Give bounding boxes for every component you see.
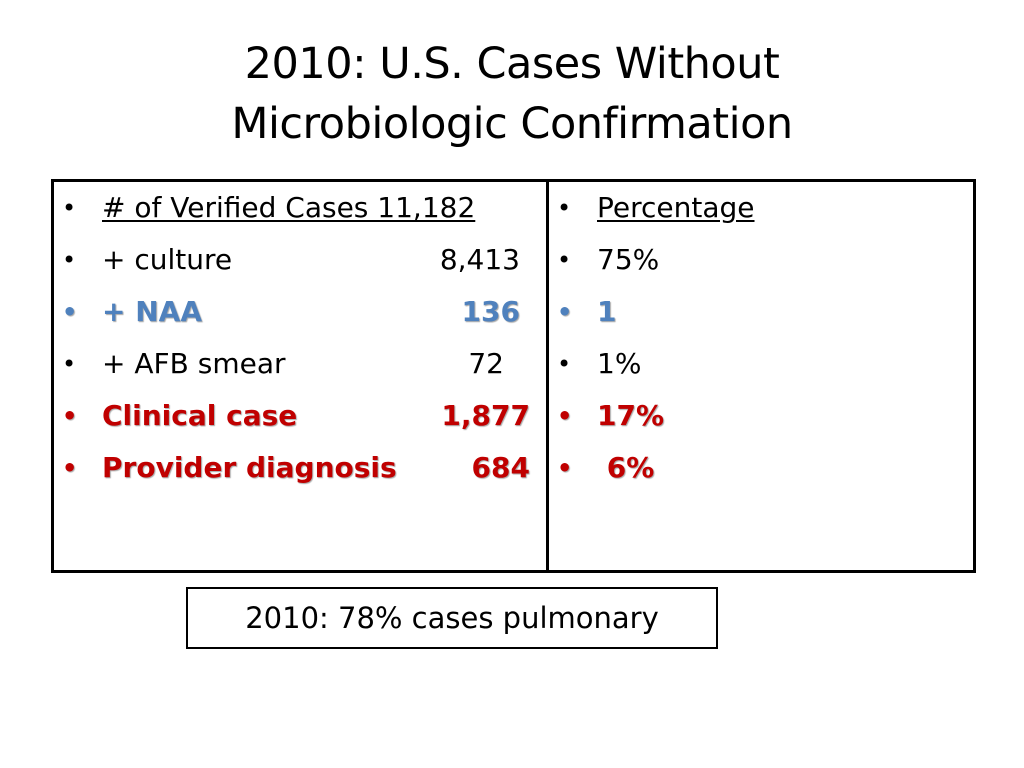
culture-label: + culture [102, 243, 233, 276]
culture-percentage: 75% [597, 243, 660, 276]
culture-row: • + culture 8,413 [62, 237, 532, 289]
pulmonary-summary-box: 2010: 78% cases pulmonary [186, 587, 718, 649]
naa-percentage: 1 [597, 295, 617, 328]
percentage-header-row: • Percentage [557, 185, 957, 237]
bullet-icon: • [62, 350, 77, 378]
clinical-case-label: Clinical case [102, 399, 298, 432]
verified-cases-column: • # of Verified Cases 11,182 • + culture… [62, 185, 532, 497]
afb-smear-percentage: 1% [597, 347, 642, 380]
provider-diagnosis-percentage: 6% [597, 451, 655, 484]
provider-diagnosis-label: Provider diagnosis [102, 451, 397, 484]
afb-smear-count: 72 [468, 347, 504, 380]
bullet-icon: • [557, 194, 572, 222]
afb-smear-percentage-row: • 1% [557, 341, 957, 393]
bullet-icon: • [62, 194, 77, 222]
bullet-icon: • [62, 454, 78, 482]
culture-count: 8,413 [439, 243, 520, 276]
provider-diagnosis-row: • Provider diagnosis 684 [62, 445, 532, 497]
naa-label: + NAA [102, 295, 202, 328]
clinical-case-row: • Clinical case 1,877 [62, 393, 532, 445]
provider-diagnosis-count: 684 [471, 451, 530, 484]
slide-title-line-2: Microbiologic Confirmation [231, 99, 793, 149]
provider-diagnosis-percentage-row: • 6% [557, 445, 957, 497]
bullet-icon: • [62, 246, 77, 274]
percentage-column: • Percentage • 75% • 1 • 1% • 17% • 6% [557, 185, 957, 497]
bullet-icon: • [62, 402, 78, 430]
bullet-icon: • [557, 350, 572, 378]
bullet-icon: • [557, 298, 573, 326]
naa-count: 136 [461, 295, 520, 328]
verified-cases-header: # of Verified Cases 11,182 [102, 191, 476, 224]
naa-percentage-row: • 1 [557, 289, 957, 341]
culture-percentage-row: • 75% [557, 237, 957, 289]
column-divider [546, 182, 549, 570]
clinical-case-percentage: 17% [597, 399, 665, 432]
afb-smear-row: • + AFB smear 72 [62, 341, 532, 393]
bullet-icon: • [557, 402, 573, 430]
verified-cases-header-row: • # of Verified Cases 11,182 [62, 185, 532, 237]
bullet-icon: • [557, 246, 572, 274]
slide-title: 2010: U.S. Cases Without Microbiologic C… [0, 34, 1024, 154]
clinical-case-count: 1,877 [441, 399, 530, 432]
afb-smear-label: + AFB smear [102, 347, 286, 380]
slide-title-line-1: 2010: U.S. Cases Without [244, 39, 780, 89]
bullet-icon: • [557, 454, 573, 482]
cases-table: • # of Verified Cases 11,182 • + culture… [51, 179, 976, 573]
naa-row: • + NAA 136 [62, 289, 532, 341]
bullet-icon: • [62, 298, 78, 326]
clinical-case-percentage-row: • 17% [557, 393, 957, 445]
percentage-header: Percentage [597, 191, 755, 224]
